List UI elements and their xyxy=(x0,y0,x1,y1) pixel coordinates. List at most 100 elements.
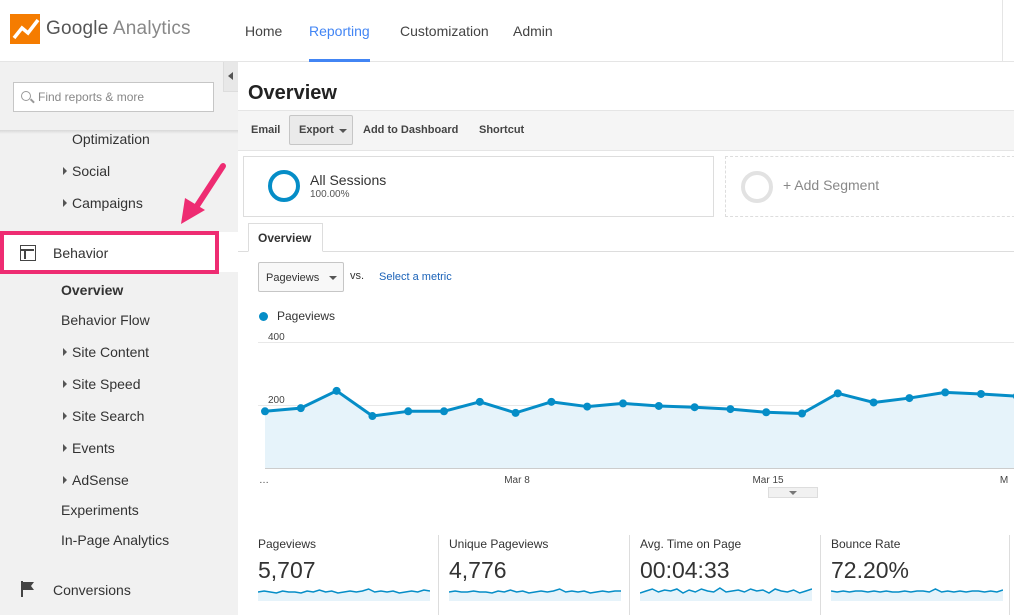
data-point xyxy=(833,389,842,398)
chart-resize-handle[interactable] xyxy=(768,487,818,498)
data-point xyxy=(440,407,448,416)
data-point xyxy=(619,399,627,408)
collapse-sidebar-button[interactable] xyxy=(223,62,238,92)
sidebar-item-site-search[interactable]: Site Search xyxy=(63,408,144,424)
pageviews-chart: 400 200 … Mar 8 Mar 15 M xyxy=(258,332,1014,486)
data-point xyxy=(296,404,305,413)
data-point xyxy=(404,407,413,416)
search-box[interactable] xyxy=(13,82,214,112)
tab-admin[interactable]: Admin xyxy=(513,23,553,39)
tab-home[interactable]: Home xyxy=(245,23,283,39)
add-segment-button[interactable] xyxy=(725,156,1014,217)
sparkline-line xyxy=(831,588,1003,593)
google-analytics-logo-icon xyxy=(10,14,40,44)
page-title: Overview xyxy=(248,82,337,104)
data-point xyxy=(977,389,985,398)
divider xyxy=(629,535,630,615)
sidebar-item-site-speed[interactable]: Site Speed xyxy=(63,376,141,392)
sidebar-item-experiments[interactable]: Experiments xyxy=(61,502,139,518)
y-tick-label: 200 xyxy=(268,395,285,406)
data-point xyxy=(511,408,520,417)
annotation-arrow-icon xyxy=(181,163,226,224)
email-button[interactable]: Email xyxy=(251,124,281,136)
kpi-name: Avg. Time on Page xyxy=(640,537,742,551)
top-bar: Google Analytics Home Reporting Customiz… xyxy=(0,0,1014,62)
select-metric-link[interactable]: Select a metric xyxy=(379,271,452,283)
search-area xyxy=(0,62,238,132)
x-tick-label: Mar 8 xyxy=(504,475,530,486)
kpi-bounce-rate[interactable]: Bounce Rate 72.20% xyxy=(831,535,1006,615)
tab-overview-label: Overview xyxy=(258,231,312,245)
data-point xyxy=(475,397,484,406)
sidebar-item-optimization[interactable]: Optimization xyxy=(72,131,150,147)
sidebar-item-label: AdSense xyxy=(72,472,129,488)
sidebar-item-in-page-analytics[interactable]: In-Page Analytics xyxy=(61,532,170,548)
vs-label: vs. xyxy=(350,270,365,282)
export-button[interactable]: Export xyxy=(289,115,353,145)
kpi-value: 00:04:33 xyxy=(640,557,730,583)
data-point xyxy=(332,386,341,395)
kpi-unique-pageviews[interactable]: Unique Pageviews 4,776 xyxy=(449,535,624,615)
caret-right-icon xyxy=(63,348,67,356)
sidebar-item-label: Social xyxy=(72,163,111,179)
sidebar-item-social[interactable]: Social xyxy=(63,163,110,179)
sparkline xyxy=(258,588,430,601)
sidebar-item-site-content[interactable]: Site Content xyxy=(63,344,149,360)
segment-percentage: 100.00% xyxy=(310,189,350,200)
tab-reporting[interactable]: Reporting xyxy=(309,0,370,62)
kpi-value: 5,707 xyxy=(258,557,316,583)
sidebar-item-label: Site Search xyxy=(72,408,145,424)
kpi-value: 4,776 xyxy=(449,557,507,583)
sparkline-line xyxy=(258,588,430,594)
x-tick-label: M xyxy=(1000,475,1008,486)
empty-segment-ring-icon xyxy=(741,171,773,203)
sidebar-item-label: Site Content xyxy=(72,344,150,360)
search-icon xyxy=(21,91,31,101)
sidebar-item-conversions[interactable]: Conversions xyxy=(53,582,131,598)
report-toolbar xyxy=(238,111,1014,151)
export-label: Export xyxy=(299,124,334,136)
data-point xyxy=(654,401,663,410)
caret-right-icon xyxy=(63,476,67,484)
chevron-left-icon xyxy=(228,72,233,80)
metric-dropdown[interactable]: Pageviews xyxy=(258,262,344,292)
sidebar-item-label: Events xyxy=(72,440,115,456)
legend-swatch xyxy=(259,312,268,321)
sidebar-item-label: Campaigns xyxy=(72,195,143,211)
sidebar-item-campaigns[interactable]: Campaigns xyxy=(63,195,143,211)
sidebar-item-overview[interactable]: Overview xyxy=(61,282,124,298)
caret-right-icon xyxy=(63,412,67,420)
sidebar-item-behavior-flow[interactable]: Behavior Flow xyxy=(61,312,150,328)
sidebar-item-adsense[interactable]: AdSense xyxy=(63,472,129,488)
tab-customization[interactable]: Customization xyxy=(400,23,489,39)
data-point xyxy=(726,405,735,414)
y-tick-label: 400 xyxy=(268,332,285,343)
kpi-name: Pageviews xyxy=(258,537,317,551)
caret-right-icon xyxy=(63,444,67,452)
shortcut-button[interactable]: Shortcut xyxy=(479,124,525,136)
sidebar-item-behavior[interactable] xyxy=(0,232,238,272)
segment-name: All Sessions xyxy=(310,172,387,188)
sparkline xyxy=(831,588,1003,601)
chevron-down-icon xyxy=(339,129,347,133)
segment-all-sessions[interactable] xyxy=(243,156,714,217)
sidebar-item-events[interactable]: Events xyxy=(63,440,115,456)
sparkline-line xyxy=(449,588,621,594)
search-input[interactable] xyxy=(38,89,208,105)
scroll-shadow xyxy=(0,130,238,134)
kpi-avg-time-on-page[interactable]: Avg. Time on Page 00:04:33 xyxy=(640,535,815,615)
product-brand: Google Analytics xyxy=(46,18,191,40)
data-point xyxy=(547,397,556,406)
add-to-dashboard-button[interactable]: Add to Dashboard xyxy=(363,124,459,136)
caret-right-icon xyxy=(63,380,67,388)
legend-label: Pageviews xyxy=(277,309,336,323)
kpi-name: Bounce Rate xyxy=(831,537,901,551)
data-point xyxy=(798,409,806,418)
kpi-name: Unique Pageviews xyxy=(449,537,549,551)
add-segment-label: + Add Segment xyxy=(783,177,880,193)
kpi-pageviews[interactable]: Pageviews 5,707 xyxy=(258,535,433,615)
tab-overview[interactable]: Overview xyxy=(248,223,323,252)
chevron-down-icon xyxy=(789,491,797,495)
sidebar-item-label: Site Speed xyxy=(72,376,141,392)
sparkline-line xyxy=(640,587,812,594)
